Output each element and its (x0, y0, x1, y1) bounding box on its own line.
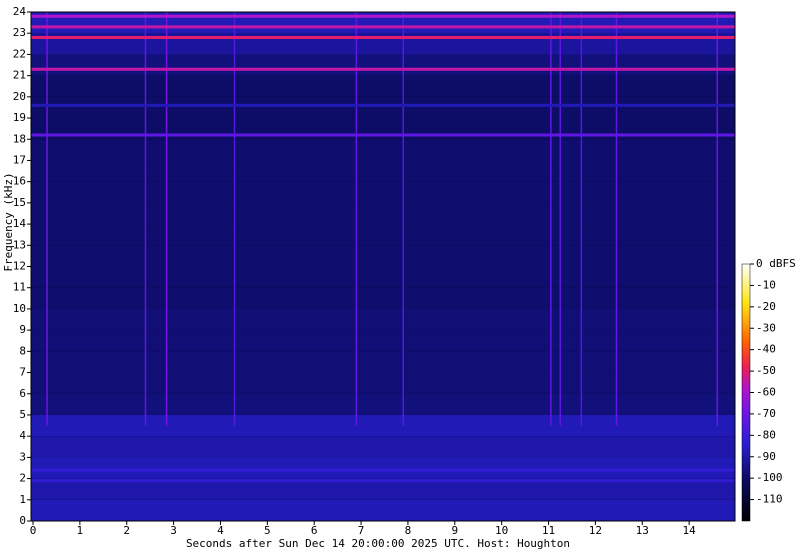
band (31, 457, 735, 479)
y-tick-label: 12 (13, 260, 26, 273)
x-tick-label: 1 (77, 524, 84, 537)
plot-area (31, 12, 735, 521)
colorbar-tick-label: -100 (756, 471, 783, 484)
x-tick-label: 13 (636, 524, 649, 537)
colorbar-tick-label: -70 (756, 407, 776, 420)
band (31, 54, 735, 76)
colorbar-tick-label: -50 (756, 364, 776, 377)
band (31, 287, 735, 309)
y-tick-label: 9 (19, 323, 26, 336)
y-tick-label: 18 (13, 132, 26, 145)
y-tick-label: 19 (13, 111, 26, 124)
y-tick-label: 1 (19, 493, 26, 506)
colorbar-tick-label: -30 (756, 321, 776, 334)
y-tick-label: 20 (13, 90, 26, 103)
y-tick-label: 5 (19, 408, 26, 421)
x-tick-label: 14 (683, 524, 697, 537)
band (31, 160, 735, 182)
y-tick-label: 3 (19, 450, 26, 463)
y-tick-label: 21 (13, 69, 26, 82)
band (31, 224, 735, 246)
y-tick-label: 7 (19, 366, 26, 379)
y-tick-label: 8 (19, 344, 26, 357)
band (31, 414, 735, 437)
y-tick-label: 23 (13, 26, 26, 39)
x-tick-label: 9 (451, 524, 458, 537)
band (31, 351, 735, 373)
band (31, 330, 735, 352)
colorbar-tick-label: -20 (756, 300, 776, 313)
colorbar (741, 263, 751, 522)
y-tick-label: 14 (13, 217, 27, 230)
x-axis-label: Seconds after Sun Dec 14 20:00:00 2025 U… (186, 537, 570, 550)
colorbar-tick-label: -110 (756, 493, 783, 506)
x-tick-label: 11 (542, 524, 555, 537)
x-tick-label: 0 (30, 524, 37, 537)
y-tick-label: 17 (13, 153, 26, 166)
colorbar-tick-label: -80 (756, 428, 776, 441)
band (31, 478, 735, 500)
x-tick-label: 10 (495, 524, 508, 537)
colorbar-tick-label: -90 (756, 450, 776, 463)
x-tick-label: 5 (264, 524, 271, 537)
band (31, 96, 735, 119)
y-tick-label: 13 (13, 238, 26, 251)
y-tick-label: 10 (13, 302, 26, 315)
y-tick-label: 6 (19, 387, 26, 400)
colorbar-tick-label: -10 (756, 278, 776, 291)
band (31, 139, 735, 161)
x-tick-label: 2 (123, 524, 130, 537)
y-tick-label: 24 (13, 5, 27, 18)
y-tick-label: 0 (19, 514, 26, 527)
x-tick-label: 7 (358, 524, 365, 537)
y-tick-label: 4 (19, 429, 26, 442)
colorbar-tick-label: -60 (756, 386, 776, 399)
x-tick-label: 12 (589, 524, 602, 537)
band (31, 436, 735, 458)
band (31, 393, 735, 415)
band (31, 499, 735, 521)
band (31, 202, 735, 225)
colorbar-tick-label: 0 dBFS (756, 257, 796, 270)
x-tick-label: 6 (311, 524, 318, 537)
colorbar-tick-label: -40 (756, 343, 776, 356)
y-tick-label: 11 (13, 281, 26, 294)
y-tick-label: 2 (19, 472, 26, 485)
x-tick-label: 4 (217, 524, 224, 537)
band (31, 266, 735, 288)
band (31, 308, 735, 331)
y-tick-label: 22 (13, 47, 26, 60)
band (31, 181, 735, 203)
band (31, 372, 735, 394)
y-tick-label: 15 (13, 196, 26, 209)
y-axis-label: Frequency (kHz) (2, 172, 15, 271)
band (31, 245, 735, 267)
x-tick-label: 8 (405, 524, 412, 537)
band (31, 75, 735, 97)
x-tick-label: 3 (170, 524, 177, 537)
y-tick-label: 16 (13, 175, 26, 188)
